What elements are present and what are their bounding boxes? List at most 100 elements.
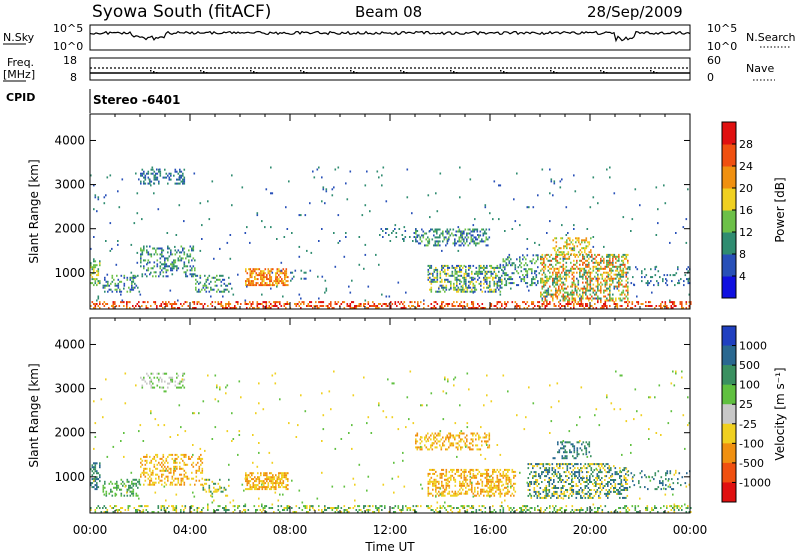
power-cell bbox=[373, 305, 376, 307]
velocity-cell bbox=[424, 438, 426, 441]
velocity-cell bbox=[146, 453, 148, 456]
power-cell bbox=[508, 256, 511, 259]
power-cell bbox=[485, 232, 488, 235]
power-cell bbox=[471, 288, 473, 291]
power-cell bbox=[474, 288, 476, 291]
power-cell bbox=[525, 258, 527, 261]
velocity-cell bbox=[638, 480, 640, 483]
velocity-cell bbox=[200, 453, 202, 456]
velocity-cell bbox=[266, 480, 268, 483]
power-cell bbox=[258, 284, 261, 287]
power-cell bbox=[516, 172, 518, 175]
power-cell bbox=[471, 280, 473, 283]
power-cell bbox=[666, 279, 668, 282]
power-cell bbox=[439, 228, 441, 231]
power-cell bbox=[433, 276, 436, 279]
power-cell bbox=[458, 228, 461, 231]
power-cell bbox=[276, 270, 279, 273]
velocity-cell bbox=[632, 480, 634, 483]
power-cell bbox=[144, 301, 146, 304]
velocity-cell bbox=[471, 482, 473, 485]
velocity-cell bbox=[470, 442, 473, 445]
velocity-cell bbox=[182, 477, 184, 480]
velocity-cell bbox=[490, 488, 493, 491]
power-cell bbox=[430, 264, 433, 267]
power-cell bbox=[211, 288, 214, 291]
power-cell bbox=[433, 244, 435, 247]
power-cell bbox=[460, 240, 462, 243]
velocity-cell bbox=[536, 490, 539, 493]
velocity-cell bbox=[489, 480, 491, 483]
power-cell bbox=[543, 303, 545, 305]
power-cell bbox=[434, 244, 437, 247]
velocity-cell bbox=[436, 474, 439, 477]
velocity-cell bbox=[252, 472, 255, 475]
velocity-cell bbox=[143, 471, 145, 474]
power-cell bbox=[143, 176, 145, 179]
power-cell bbox=[403, 226, 406, 229]
power-cell bbox=[447, 264, 449, 267]
power-cell bbox=[650, 280, 652, 283]
power-cell bbox=[94, 260, 97, 263]
beam-title: Beam 08 bbox=[355, 3, 422, 21]
nsky-label: N.Sky bbox=[3, 31, 35, 44]
power-cell bbox=[432, 307, 434, 309]
power-cell bbox=[621, 293, 623, 296]
velocity-cell bbox=[587, 490, 590, 493]
velocity-cell bbox=[575, 463, 578, 466]
power-cell bbox=[562, 281, 565, 284]
power-cell bbox=[567, 285, 569, 288]
velocity-cell bbox=[558, 451, 561, 454]
velocity-cell bbox=[197, 469, 199, 472]
power-cell bbox=[579, 263, 581, 266]
power-cell bbox=[504, 272, 506, 275]
power-cell bbox=[117, 286, 120, 289]
power-cell bbox=[147, 261, 149, 264]
velocity-cell bbox=[581, 479, 584, 481]
power-cell bbox=[186, 275, 189, 278]
power-colorbar-swatch bbox=[722, 188, 736, 211]
velocity-cell bbox=[432, 488, 434, 491]
power-cell bbox=[300, 303, 302, 305]
power-cell bbox=[589, 255, 592, 258]
power-cell bbox=[586, 271, 589, 274]
velocity-cell bbox=[574, 473, 576, 476]
power-cell bbox=[560, 251, 562, 254]
power-cell bbox=[448, 288, 451, 291]
power-cell bbox=[639, 204, 641, 207]
power-cell bbox=[586, 281, 589, 284]
power-cell bbox=[156, 307, 158, 309]
power-cell bbox=[276, 305, 278, 307]
velocity-cell bbox=[429, 472, 431, 475]
power-cell bbox=[281, 282, 283, 285]
power-cell bbox=[252, 280, 255, 283]
power-cell bbox=[618, 289, 620, 292]
power-cell bbox=[159, 170, 162, 173]
power-cell bbox=[123, 305, 125, 307]
velocity-cell bbox=[622, 469, 624, 472]
power-cell bbox=[584, 239, 586, 242]
power-cell bbox=[229, 307, 232, 309]
power-cell bbox=[282, 268, 285, 271]
power-cell bbox=[604, 303, 607, 305]
power-cell bbox=[186, 301, 188, 304]
velocity-cell bbox=[487, 494, 490, 497]
velocity-cell bbox=[276, 478, 279, 481]
power-cell bbox=[606, 299, 608, 302]
power-cell bbox=[93, 184, 95, 187]
power-cell bbox=[496, 286, 499, 289]
power-cell bbox=[516, 307, 518, 309]
velocity-cell bbox=[527, 489, 530, 491]
velocity-cell bbox=[111, 490, 114, 493]
velocity-cell bbox=[146, 471, 148, 474]
power-cell bbox=[210, 286, 212, 289]
power-cell bbox=[166, 232, 169, 234]
power-cell bbox=[571, 267, 574, 270]
velocity-cell bbox=[620, 471, 623, 474]
velocity-cell bbox=[463, 482, 466, 485]
power-cell bbox=[131, 280, 133, 283]
velocity-cell bbox=[619, 471, 621, 474]
power-cell bbox=[607, 273, 610, 276]
power-cell bbox=[561, 224, 563, 227]
power-cell bbox=[94, 196, 97, 199]
